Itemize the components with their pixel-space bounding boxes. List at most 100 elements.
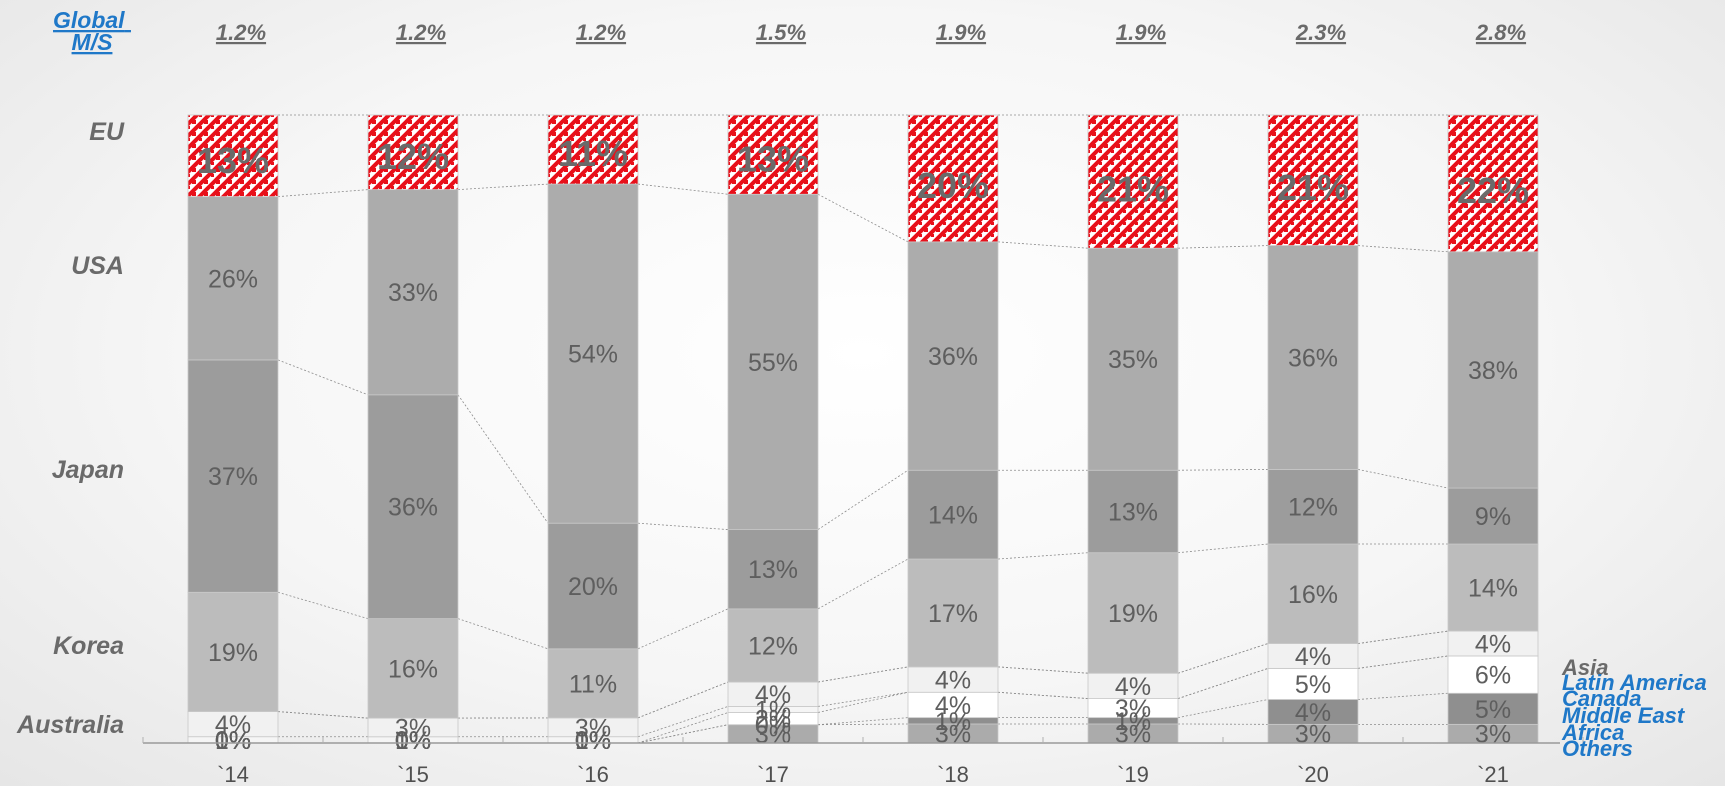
x-tick-label: `19 — [1117, 762, 1149, 786]
segment-label-canada: 0% — [215, 727, 251, 755]
segment-label-canada: 6% — [1475, 662, 1511, 690]
bar-segment-eu — [547, 114, 639, 185]
bar-segment-asia — [1447, 630, 1539, 657]
region-label-japan: Japan — [52, 456, 124, 484]
segment-label-canada: 4% — [935, 692, 971, 720]
segment-label-latin-america: 1% — [215, 727, 251, 755]
bar-segment-eu — [907, 114, 999, 243]
segment-label-asia: 4% — [935, 667, 971, 695]
connector-line — [817, 691, 909, 713]
segment-label-africa: 3% — [1295, 721, 1331, 749]
segment-label-africa: 0% — [575, 727, 611, 755]
global-ms-value: 1.2% — [396, 20, 446, 45]
region-label-middle-east: Middle East — [1562, 703, 1686, 728]
segment-label-usa: 36% — [1288, 344, 1338, 372]
segment-label-africa: 0% — [215, 727, 251, 755]
connector-line — [1177, 543, 1269, 554]
bar-segment-asia — [1087, 672, 1179, 699]
segment-label-usa: 26% — [208, 265, 258, 293]
bar-segment-eu — [1447, 114, 1539, 253]
connector-line — [637, 608, 729, 650]
x-axis-ticks — [142, 737, 1584, 743]
x-tick-label: `14 — [217, 762, 249, 786]
connector-line — [997, 691, 1089, 699]
segment-label-japan: 12% — [1288, 494, 1338, 522]
segment-label-korea: 19% — [208, 639, 258, 667]
region-label-canada: Canada — [1562, 686, 1641, 711]
x-tick-label: `15 — [397, 762, 429, 786]
bar-segment-middle-east — [1267, 699, 1359, 725]
bar-segment-usa — [907, 241, 999, 471]
segment-label-korea: 17% — [928, 600, 978, 628]
connector-line — [637, 522, 729, 531]
segment-label-latin-america: 1% — [755, 696, 791, 724]
segment-label-latin-america: 1% — [575, 727, 611, 755]
segment-label-asia: 4% — [215, 711, 251, 739]
bar-segment-japan — [907, 469, 999, 560]
connector-line — [817, 193, 909, 243]
segment-label-usa: 54% — [568, 341, 618, 369]
segment-label-japan: 37% — [208, 463, 258, 491]
segment-label-others: 0% — [395, 727, 431, 755]
region-label-australia: Australia — [16, 711, 124, 739]
connector-line — [1357, 630, 1449, 644]
segment-label-korea: 11% — [569, 670, 617, 698]
region-label-usa: USA — [71, 252, 124, 280]
connector-line — [277, 189, 369, 198]
connector-line — [1357, 692, 1449, 700]
segment-label-middle-east: 1% — [935, 708, 971, 736]
bar-segment-japan — [187, 359, 279, 593]
segment-label-korea: 14% — [1468, 575, 1518, 603]
segment-label-africa: 3% — [1475, 721, 1511, 749]
segment-label-canada: 5% — [1295, 671, 1331, 699]
segment-label-japan: 13% — [1108, 498, 1158, 526]
connector-line — [1177, 245, 1269, 249]
region-label-latin-america: Latin America — [1562, 670, 1707, 695]
x-tick-label: `20 — [1297, 762, 1329, 786]
bar-segment-usa — [1447, 251, 1539, 489]
segment-label-eu: 13% — [737, 139, 809, 180]
connector-line — [277, 591, 369, 620]
bar-segment-middle-east — [1447, 692, 1539, 725]
connector-line — [1177, 699, 1269, 719]
segment-label-asia: 4% — [755, 681, 791, 709]
global-ms-values: 1.2% 1.2% 1.2% 1.5% 1.9% 1.9% 2.3% 2.8% — [216, 20, 1526, 45]
bar-segment-korea — [547, 648, 639, 719]
bar-segment-eu — [1267, 114, 1359, 246]
segment-label-middle-east: 0% — [395, 727, 431, 755]
global-ms-value: 1.2% — [216, 20, 266, 45]
connector-line — [817, 717, 909, 726]
segment-label-middle-east: 0% — [575, 727, 611, 755]
bar-segment-eu — [187, 114, 279, 198]
connector-line — [637, 183, 729, 195]
connector-line — [1177, 643, 1269, 674]
segment-label-canada: 0% — [575, 727, 611, 755]
segment-label-latin-america: 1% — [395, 727, 431, 755]
connector-line — [637, 706, 729, 738]
bar-segment-eu — [1087, 114, 1179, 249]
connector-line — [1177, 668, 1269, 699]
segment-label-usa: 36% — [928, 343, 978, 371]
connector-line — [817, 723, 909, 726]
global-ms-title[interactable]: Global M/S — [53, 7, 131, 55]
segment-label-japan: 20% — [568, 573, 618, 601]
segment-label-usa: 35% — [1108, 346, 1158, 374]
segment-label-canada: 0% — [395, 727, 431, 755]
region-label-others: Others — [1562, 736, 1633, 761]
bar-segment-canada — [907, 691, 999, 719]
bar-segment-usa — [1087, 247, 1179, 471]
connector-line — [277, 711, 369, 719]
segment-label-japan: 9% — [1475, 503, 1511, 531]
bar-segment-usa — [727, 193, 819, 531]
segment-label-others: 0% — [575, 727, 611, 755]
segment-label-asia: 4% — [1295, 643, 1331, 671]
segment-label-eu: 21% — [1097, 168, 1169, 209]
connector-line — [637, 724, 729, 744]
segment-label-middle-east: 4% — [1295, 699, 1331, 727]
connector-line — [457, 183, 549, 191]
segment-label-eu: 12% — [377, 136, 449, 177]
connector-line — [637, 681, 729, 719]
segment-label-canada: 2% — [755, 706, 791, 734]
